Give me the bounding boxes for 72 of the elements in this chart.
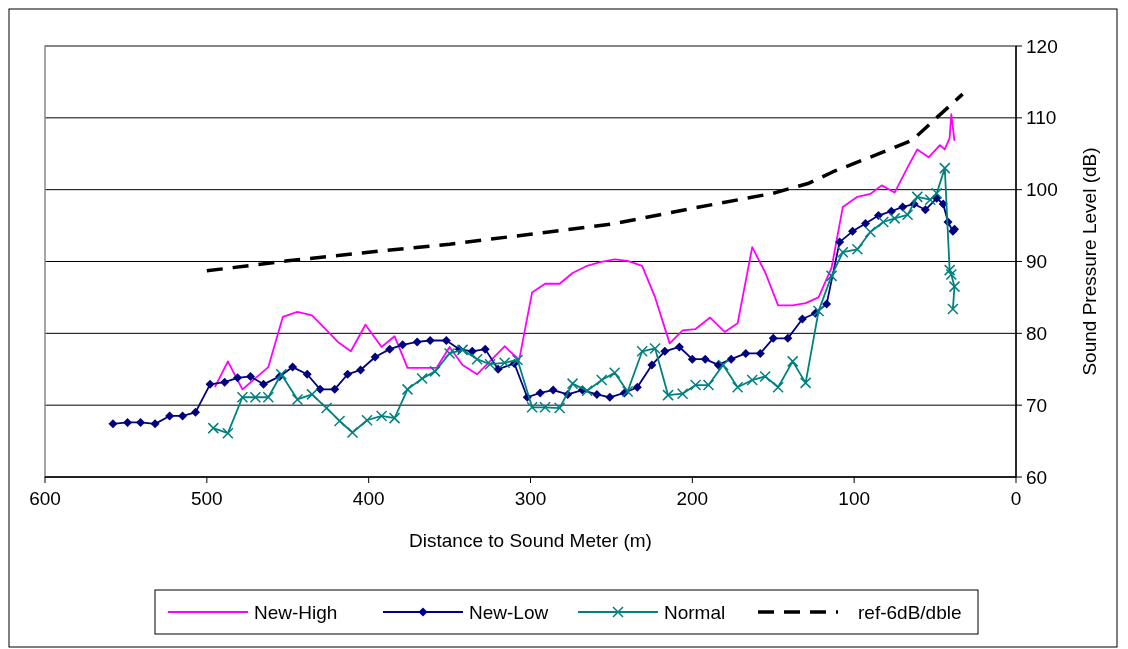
x-tick-label: 400 <box>352 488 385 509</box>
y-tick-label: 80 <box>1026 322 1048 344</box>
point <box>717 359 729 371</box>
point <box>939 162 951 174</box>
point <box>484 358 496 370</box>
point <box>945 268 958 281</box>
point <box>471 353 483 365</box>
point <box>731 381 744 393</box>
point <box>911 191 924 203</box>
y-tick-label: 70 <box>1026 394 1048 416</box>
point <box>333 415 346 427</box>
y-axis-title: Sound Pressure Level (dB) <box>1079 147 1100 376</box>
point <box>877 216 890 228</box>
point <box>595 374 608 386</box>
point <box>291 393 304 406</box>
point <box>429 365 441 378</box>
point <box>772 381 784 393</box>
point <box>676 387 689 400</box>
x-tick-label: 600 <box>29 488 61 509</box>
point <box>746 374 758 386</box>
x-tick-label: 100 <box>838 488 871 509</box>
point <box>812 305 825 317</box>
point <box>943 264 956 276</box>
legend-label: New-High <box>254 601 338 623</box>
legend-label: New-Low <box>469 601 549 623</box>
point <box>416 372 428 385</box>
point <box>930 187 943 200</box>
point <box>401 383 414 396</box>
point <box>498 357 511 369</box>
point <box>388 412 401 424</box>
y-tick-label: 90 <box>1026 251 1048 273</box>
point <box>456 344 469 356</box>
y-tick-label: 60 <box>1026 466 1048 488</box>
point <box>306 388 318 401</box>
legend-label: Normal <box>664 601 726 623</box>
point <box>888 212 901 225</box>
point <box>375 410 388 422</box>
point <box>361 414 373 426</box>
point <box>346 426 359 439</box>
point <box>553 402 566 414</box>
point <box>825 270 838 282</box>
point <box>207 422 220 434</box>
x-tick-label: 500 <box>190 488 223 509</box>
x-tick-label: 300 <box>514 488 547 509</box>
point <box>566 377 579 390</box>
point <box>851 243 864 256</box>
point <box>320 402 333 414</box>
point <box>901 209 914 221</box>
point <box>621 385 634 398</box>
point <box>948 280 961 293</box>
point <box>511 354 524 366</box>
point <box>649 342 661 355</box>
point <box>759 370 771 383</box>
point <box>837 246 849 258</box>
point <box>581 385 593 397</box>
legend-label: ref-6dB/dble <box>858 601 962 623</box>
point <box>799 377 812 389</box>
point <box>924 193 936 206</box>
point <box>443 347 456 360</box>
x-axis-title: Distance to Sound Meter (m) <box>409 530 652 551</box>
x-tick-label: 0 <box>1010 488 1022 509</box>
point <box>222 427 234 439</box>
y-tick-label: 100 <box>1026 179 1058 201</box>
point <box>608 367 621 379</box>
point <box>947 303 959 315</box>
y-tick-label: 110 <box>1026 107 1057 129</box>
point <box>786 355 799 368</box>
x-tick-label: 200 <box>676 488 709 509</box>
y-tick-label: 120 <box>1026 35 1058 57</box>
point <box>864 226 877 238</box>
point <box>636 345 648 358</box>
point <box>662 389 674 401</box>
